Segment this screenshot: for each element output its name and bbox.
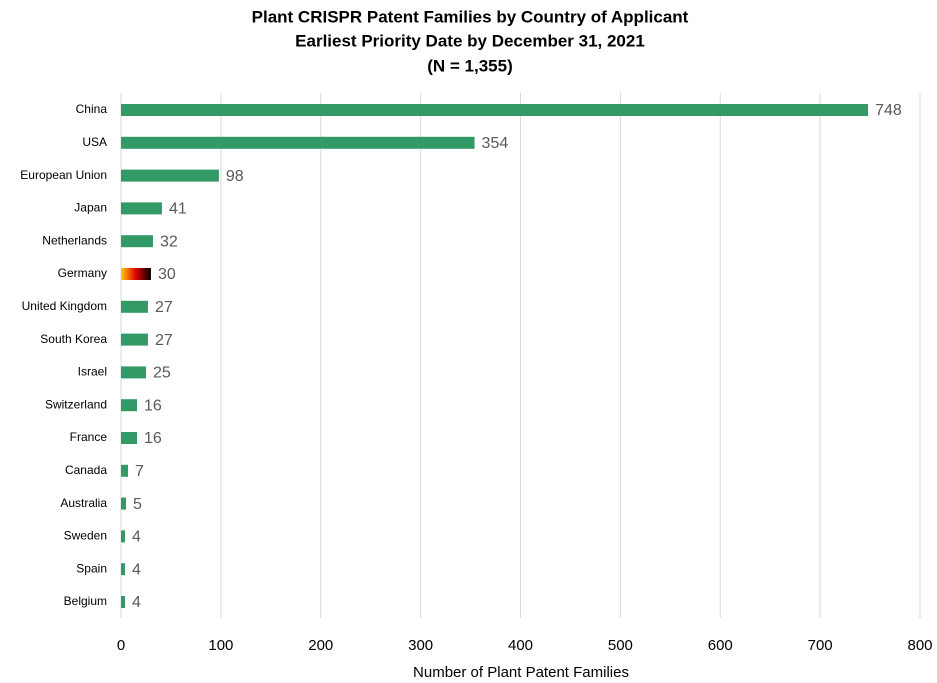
value-label: 4 [132,561,141,578]
value-label: 354 [482,135,509,152]
bar [121,333,148,346]
y-tick-label: Belgium [64,594,107,608]
bar [121,563,125,576]
y-tick-label: Netherlands [42,233,107,247]
x-tick-label: 800 [907,637,932,654]
value-label: 5 [133,496,142,513]
bar [121,464,128,477]
x-tick-label: 200 [308,637,333,654]
value-label: 41 [169,201,187,218]
bar [121,268,151,280]
bar [121,497,126,510]
y-tick-label: Japan [74,201,107,215]
chart-subtitle: Earliest Priority Date by December 31, 2… [295,31,645,50]
y-tick-label: Germany [58,266,107,280]
x-tick-label: 700 [808,637,833,654]
value-label: 4 [132,529,141,546]
value-label: 30 [158,266,176,283]
x-tick-label: 100 [208,637,233,654]
value-label: 32 [160,233,178,250]
y-tick-label: Israel [78,365,107,379]
x-tick-label: 400 [508,637,533,654]
y-tick-label: China [76,102,108,116]
y-tick-label: South Korea [40,332,107,346]
y-tick-label: USA [82,135,107,149]
value-label: 16 [144,430,162,447]
bar [121,300,148,313]
value-label: 7 [135,463,144,480]
bar [121,596,125,608]
x-axis-label: Number of Plant Patent Families [413,664,629,681]
bar [121,104,869,116]
chart-subtitle: (N = 1,355) [427,56,513,75]
bar [121,366,146,379]
bar [121,235,153,248]
chart-title: Plant CRISPR Patent Families by Country … [252,7,689,26]
value-label: 27 [155,299,173,316]
y-tick-label: European Union [20,168,107,182]
bar [121,136,475,149]
value-label: 4 [132,594,141,611]
y-tick-label: France [70,430,108,444]
bar [121,202,162,215]
bar [121,530,125,543]
value-label: 98 [226,168,244,185]
x-tick-label: 300 [408,637,433,654]
y-tick-label: Switzerland [45,397,107,411]
x-tick-label: 500 [608,637,633,654]
x-tick-label: 0 [117,637,125,654]
bar [121,399,137,412]
value-label: 748 [875,102,902,119]
value-label: 25 [153,365,171,382]
bar [121,169,219,182]
value-label: 16 [144,397,162,414]
x-tick-label: 600 [708,637,733,654]
y-tick-label: Australia [60,496,107,510]
value-label: 27 [155,332,173,349]
bar [121,432,137,444]
y-tick-label: Sweden [64,529,107,543]
y-tick-label: Canada [65,463,107,477]
y-tick-label: Spain [76,561,107,575]
y-tick-label: United Kingdom [22,299,107,313]
